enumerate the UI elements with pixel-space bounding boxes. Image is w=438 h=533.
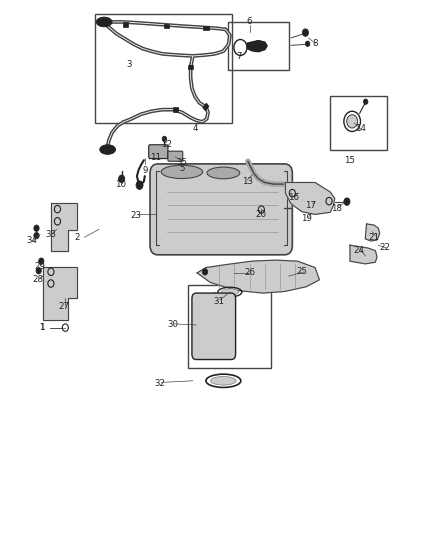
Polygon shape	[350, 245, 377, 264]
Text: 6: 6	[247, 18, 252, 27]
FancyBboxPatch shape	[149, 145, 168, 159]
Text: 16: 16	[288, 193, 299, 202]
Bar	[106, 147, 112, 152]
Text: 29: 29	[35, 262, 46, 271]
Circle shape	[364, 99, 368, 104]
Text: 13: 13	[242, 177, 253, 186]
Polygon shape	[365, 224, 380, 241]
FancyBboxPatch shape	[192, 293, 236, 360]
Bar	[123, 22, 128, 27]
Circle shape	[39, 258, 44, 264]
Text: 10: 10	[115, 180, 126, 189]
Ellipse shape	[221, 289, 239, 295]
Bar	[203, 103, 209, 111]
Ellipse shape	[96, 17, 112, 27]
Text: 20: 20	[255, 210, 266, 219]
Ellipse shape	[207, 167, 240, 179]
Text: 11: 11	[150, 153, 161, 162]
Text: 35: 35	[177, 158, 187, 167]
Circle shape	[119, 175, 125, 182]
Bar	[203, 26, 208, 30]
Polygon shape	[286, 182, 335, 214]
Text: 31: 31	[213, 296, 225, 305]
Polygon shape	[197, 260, 319, 293]
Text: 1: 1	[39, 323, 45, 332]
Bar	[164, 24, 169, 28]
FancyBboxPatch shape	[150, 164, 292, 255]
Circle shape	[305, 41, 310, 46]
Circle shape	[34, 225, 39, 231]
Ellipse shape	[347, 115, 357, 128]
Text: 23: 23	[131, 212, 141, 221]
Text: 25: 25	[297, 268, 307, 276]
Bar	[188, 285, 272, 368]
Ellipse shape	[211, 376, 236, 385]
Text: 30: 30	[168, 320, 179, 329]
Circle shape	[302, 29, 308, 36]
Text: 12: 12	[161, 140, 172, 149]
Text: 22: 22	[379, 244, 390, 253]
Text: 1: 1	[39, 323, 45, 332]
Circle shape	[344, 198, 350, 205]
Text: 32: 32	[155, 379, 166, 388]
Bar	[95, 14, 232, 123]
Text: 24: 24	[353, 246, 364, 255]
Polygon shape	[247, 41, 267, 52]
Text: 28: 28	[32, 275, 43, 284]
Text: 21: 21	[368, 233, 379, 242]
Text: 18: 18	[332, 204, 343, 213]
Text: 33: 33	[46, 230, 57, 239]
Ellipse shape	[161, 165, 203, 179]
Circle shape	[162, 136, 166, 142]
Bar	[188, 65, 193, 69]
Ellipse shape	[100, 145, 116, 155]
Bar	[228, 22, 289, 70]
FancyBboxPatch shape	[168, 151, 183, 161]
Circle shape	[34, 232, 39, 239]
Text: 9: 9	[142, 166, 148, 175]
Text: 4: 4	[192, 124, 198, 133]
Text: 2: 2	[74, 233, 80, 242]
Text: 14: 14	[355, 124, 367, 133]
Text: 7: 7	[236, 52, 241, 61]
Text: 8: 8	[312, 39, 318, 48]
Bar	[330, 96, 387, 150]
Text: 3: 3	[127, 60, 132, 69]
Polygon shape	[43, 266, 77, 320]
Text: 19: 19	[301, 214, 312, 223]
Circle shape	[36, 268, 41, 274]
Bar	[173, 107, 178, 112]
Circle shape	[136, 181, 143, 189]
Text: 5: 5	[179, 164, 185, 173]
Text: 26: 26	[244, 269, 255, 277]
Text: 15: 15	[344, 156, 356, 165]
Text: 27: 27	[59, 302, 70, 311]
Ellipse shape	[200, 348, 228, 356]
Polygon shape	[51, 203, 77, 251]
Text: 17: 17	[305, 201, 316, 210]
Circle shape	[202, 269, 208, 275]
Text: 34: 34	[27, 237, 38, 246]
